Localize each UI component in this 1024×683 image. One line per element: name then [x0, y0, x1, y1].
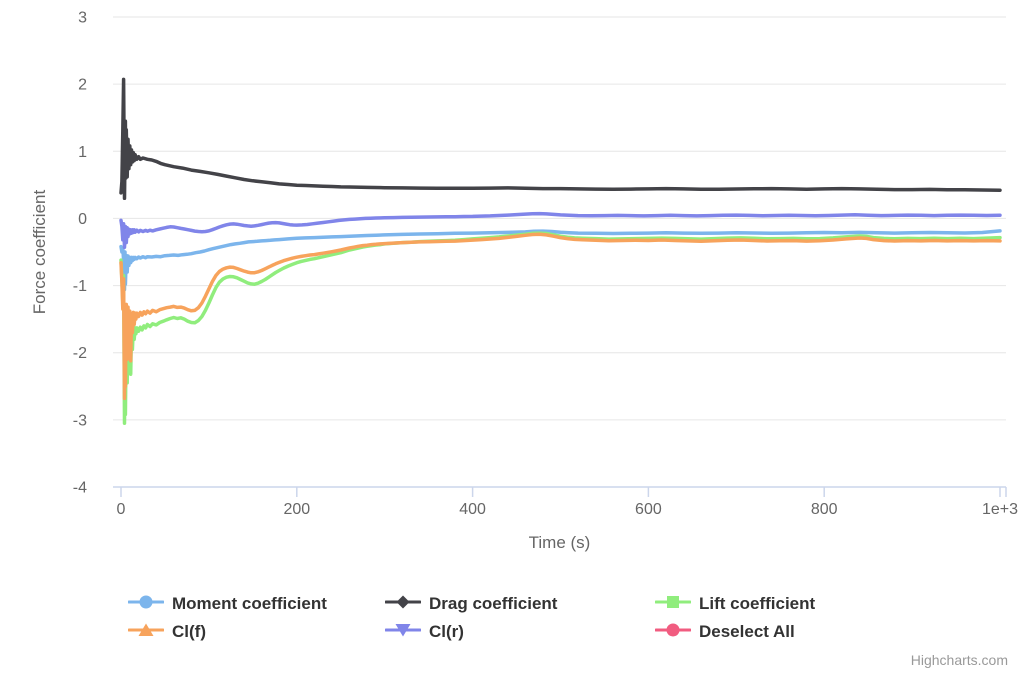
series-cl-r[interactable]	[119, 211, 1002, 250]
lift-coefficient-square-icon	[654, 592, 692, 617]
y-tick-label: 3	[78, 10, 87, 27]
legend-item-lift-coefficient[interactable]: Lift coefficient	[654, 590, 955, 618]
series-lift-coefficient[interactable]	[119, 231, 1002, 425]
legend-label: Drag coefficient	[429, 594, 558, 613]
x-tick-label: 400	[459, 501, 486, 518]
series-moment-coefficient[interactable]	[119, 229, 1002, 292]
legend-label: Moment coefficient	[172, 594, 327, 613]
drag-coefficient-diamond-icon	[384, 592, 422, 617]
y-tick-label: 0	[78, 211, 87, 228]
plot-area: 0 200 400 600 800 1e+3 -4 -3 -2 -1 0 1 2 3	[73, 10, 1018, 519]
legend-label: Lift coefficient	[699, 594, 816, 613]
cl-r-triangle-down-icon	[384, 620, 422, 645]
y-tick-label: 1	[78, 144, 87, 161]
legend-label: Deselect All	[699, 622, 795, 641]
y-tick-label: -4	[73, 480, 87, 497]
x-tick-label: 0	[117, 501, 126, 518]
legend-item-cl-r[interactable]: Cl(r)	[384, 618, 655, 646]
x-axis-title: Time (s)	[528, 533, 591, 552]
y-axis-title: Force coefficient	[30, 189, 49, 315]
legend-item-drag-coefficient[interactable]: Drag coefficient	[384, 590, 655, 618]
cl-f-triangle-up-icon	[127, 620, 165, 645]
x-tick-label: 800	[811, 501, 838, 518]
moment-coefficient-circle-icon	[127, 592, 165, 617]
legend: Moment coefficient Drag coefficient Lift c…	[127, 590, 955, 646]
legend-label: Cl(f)	[172, 622, 206, 641]
legend-label: Cl(r)	[429, 622, 464, 641]
x-tick-label: 1e+3	[982, 501, 1018, 518]
y-tick-label: -1	[73, 278, 87, 295]
deselect-all-circle-icon	[654, 620, 692, 645]
y-tick-label: -2	[73, 345, 87, 362]
legend-item-deselect-all[interactable]: Deselect All	[654, 618, 955, 646]
legend-item-moment-coefficient[interactable]: Moment coefficient	[127, 590, 385, 618]
highcharts-credit[interactable]: Highcharts.com	[910, 652, 1008, 668]
y-tick-label: 2	[78, 77, 87, 94]
series-drag-coefficient[interactable]	[119, 77, 1002, 201]
x-tick-label: 200	[283, 501, 310, 518]
legend-item-cl-f[interactable]: Cl(f)	[127, 618, 385, 646]
x-tick-label: 600	[635, 501, 662, 518]
series-cl-f[interactable]	[119, 232, 1002, 401]
y-tick-label: -3	[73, 412, 87, 429]
